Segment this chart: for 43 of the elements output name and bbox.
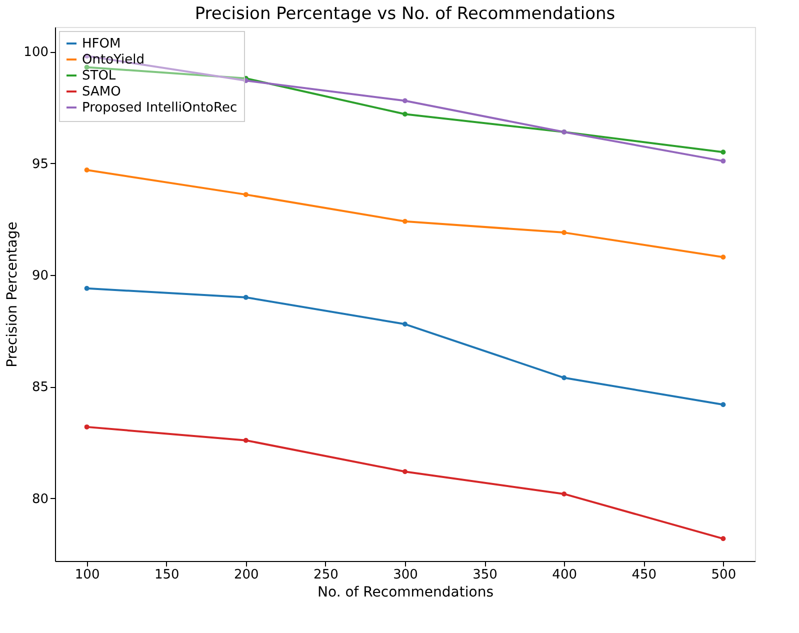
- y-tick-label: 80: [32, 492, 48, 507]
- x-axis-title: No. of Recommendations: [318, 584, 494, 600]
- point: [243, 438, 248, 443]
- x-tick-label: 350: [472, 568, 498, 582]
- point: [562, 491, 567, 496]
- x-tick-label: 250: [314, 568, 338, 582]
- legend-label: STOL: [82, 68, 116, 84]
- point: [243, 78, 248, 84]
- y-tick-label: 85: [32, 380, 48, 396]
- x-tick-label: 300: [393, 568, 418, 582]
- point: [84, 64, 90, 70]
- point: [720, 158, 726, 164]
- chart-title: Precision Percentage vs No. of Recommendations: [194, 4, 616, 24]
- y-axis-title: Precision Percentage: [4, 222, 21, 368]
- y-tick-label: 100: [24, 45, 48, 60]
- point: [720, 536, 726, 542]
- point: [402, 112, 408, 117]
- x-tick-label: 450: [632, 568, 657, 582]
- legend-label: OntoYield: [82, 52, 144, 68]
- legend-label: Proposed IntelliOntoRec: [82, 100, 238, 116]
- point: [402, 218, 408, 224]
- x-tick-label: 500: [711, 568, 736, 582]
- point: [562, 230, 567, 236]
- point: [562, 375, 567, 380]
- point: [720, 150, 726, 155]
- y-tick-label: 90: [32, 268, 48, 284]
- point: [720, 402, 726, 408]
- point: [720, 254, 726, 260]
- point: [243, 294, 248, 300]
- y-tick-label: 95: [32, 156, 48, 172]
- point: [84, 168, 90, 172]
- legend-label: HFOM: [82, 36, 121, 52]
- point: [84, 286, 90, 291]
- point: [402, 322, 408, 327]
- legend-label: SAMO: [82, 84, 121, 100]
- x-tick-label: 200: [234, 568, 259, 582]
- point: [402, 98, 408, 104]
- x-tick-label: 100: [74, 568, 100, 582]
- x-tick-label: 150: [154, 568, 180, 582]
- point: [402, 469, 408, 474]
- x-tick-label: 400: [552, 568, 578, 582]
- point: [84, 424, 90, 430]
- point: [243, 192, 248, 198]
